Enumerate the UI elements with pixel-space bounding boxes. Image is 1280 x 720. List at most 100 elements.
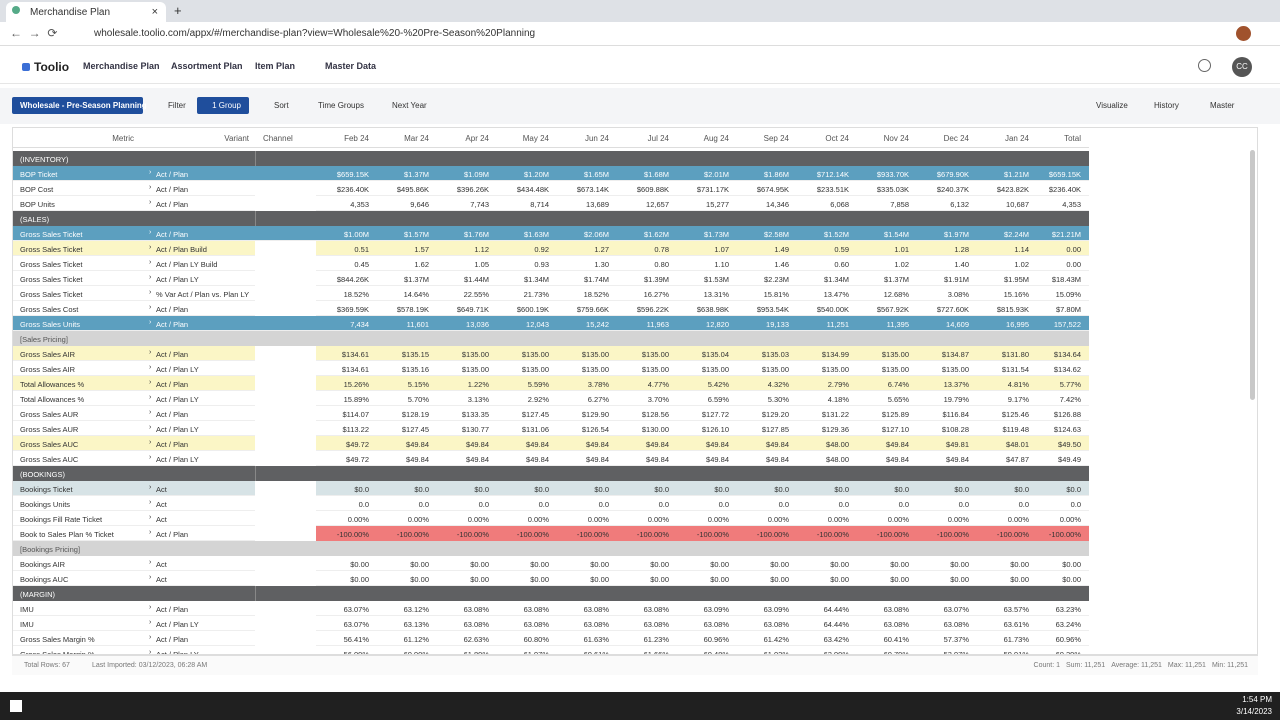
value-cell: 60.41% [883,635,909,644]
value-cell: $135.00 [941,365,969,374]
app-nav: Toolio Merchandise Plan Assortment Plan … [0,50,1280,84]
value-cell: -100.00% [696,530,729,539]
channel-cell [255,391,316,406]
value-cell: $0.00 [350,575,369,584]
value-cell: $49.50 [1058,440,1081,449]
value-cell: $49.84 [886,455,909,464]
channel-cell [255,421,316,436]
nav-item[interactable]: Item Plan [255,61,296,71]
sort-button[interactable]: Sort [274,101,289,110]
value-cell: $1.97M [943,230,969,239]
value-cell: $1.68M [643,170,669,179]
browser-tab[interactable]: Merchandise Plan × [6,2,166,22]
value-cell: $423.82K [996,185,1029,194]
column-header: Apr 24 [465,134,489,143]
value-cell: 16,995 [1006,320,1029,329]
value-cell: 60.29% [1055,650,1081,655]
value-cell: $0.0 [1014,485,1029,494]
metric-label: BOP Ticket [20,170,58,179]
value-cell: 0.0 [958,500,969,509]
column-header: Variant [224,134,249,143]
value-cell: $1.86M [763,170,789,179]
metric-label: Gross Sales AUC [20,440,79,449]
value-cell: 0.00% [947,515,969,524]
value-cell: $131.06 [521,425,549,434]
expand-caret: › [149,499,152,506]
value-cell: $396.26K [456,185,489,194]
master-button[interactable]: Master [1210,101,1235,110]
expand-caret: › [149,454,152,461]
metric-label: Gross Sales Ticket [20,260,83,269]
view-button[interactable]: Wholesale - Pre-Season Planning [12,97,147,114]
value-cell: $48.01 [1006,440,1029,449]
value-cell: $236.40K [1048,185,1081,194]
nav-item[interactable]: Master Data [325,61,377,71]
value-cell: 61.02% [763,650,789,655]
nav-item[interactable]: Assortment Plan [171,61,243,71]
metric-label: BOP Cost [20,185,54,194]
value-cell: 63.07% [343,620,369,629]
value-cell: 10,687 [1006,200,1029,209]
value-cell: $0.00 [410,575,429,584]
value-cell: $578.19K [396,305,429,314]
value-cell: $113.22 [342,425,369,434]
value-cell: -100.00% [336,530,369,539]
value-cell: 11,601 [406,320,429,329]
value-cell: 0.92 [534,245,549,254]
next-year-button[interactable]: Next Year [392,101,427,110]
value-cell: 61.23% [643,635,669,644]
value-cell: -100.00% [996,530,1029,539]
variant-label: Act / Plan [156,305,189,314]
value-cell: 21.73% [523,290,549,299]
value-cell: 0.0 [778,500,789,509]
value-cell: $135.00 [881,365,909,374]
value-cell: 0.60 [834,260,849,269]
value-cell: $0.00 [590,575,609,584]
metric-label: Gross Sales Ticket [20,245,83,254]
value-cell: 64.44% [823,620,849,629]
value-cell: $0.00 [950,575,969,584]
value-cell: $600.19K [516,305,549,314]
value-cell: 0.0 [1018,500,1029,509]
metric-label: Bookings Units [20,500,71,509]
value-cell: 61.42% [763,635,789,644]
column-header: May 24 [522,134,549,143]
url[interactable]: wholesale.toolio.com/appx/#/merchandise-… [94,28,536,39]
value-cell: 63.61% [1003,620,1029,629]
variant-label: Act [156,515,167,524]
value-cell: $135.00 [581,365,609,374]
value-cell: 0.00% [707,515,729,524]
section-label: (INVENTORY) [20,155,69,164]
variant-label: Act / Plan LY [156,365,199,374]
value-cell: 0.0 [1070,500,1081,509]
value-cell: $49.84 [946,455,969,464]
value-cell: $129.36 [821,425,849,434]
filter-button[interactable]: Filter [168,101,186,110]
data-row: IMU › Act / Plan LY 63.07% 63.13% 63.08% 63.08… [13,616,1089,631]
value-cell: 63.42% [823,635,849,644]
value-cell: 63.08% [463,620,489,629]
value-cell: 63.12% [403,605,429,614]
group-button[interactable]: 1 Group [197,97,249,114]
time-groups-button[interactable]: Time Groups [318,101,364,110]
channel-cell [255,406,316,421]
section-label: (MARGIN) [20,590,55,599]
value-cell: $49.84 [406,455,429,464]
value-cell: $0.00 [530,575,549,584]
metric-label: Gross Sales Margin % [20,635,95,644]
visualize-button[interactable]: Visualize [1096,101,1128,110]
channel-cell [255,301,316,316]
avatar[interactable]: CC [1232,57,1252,77]
value-cell: $49.84 [526,455,549,464]
value-cell: 0.0 [598,500,609,509]
value-cell: $49.72 [346,455,369,464]
value-cell: 15.26% [343,380,369,389]
value-cell: $48.00 [826,440,849,449]
metric-label: Gross Sales Units [20,320,81,329]
history-button[interactable]: History [1154,101,1179,110]
value-cell: 56.09% [343,650,369,655]
value-cell: 4.81% [1007,380,1029,389]
value-cell: $119.48 [1002,425,1029,434]
nav-item[interactable]: Merchandise Plan [83,61,160,71]
